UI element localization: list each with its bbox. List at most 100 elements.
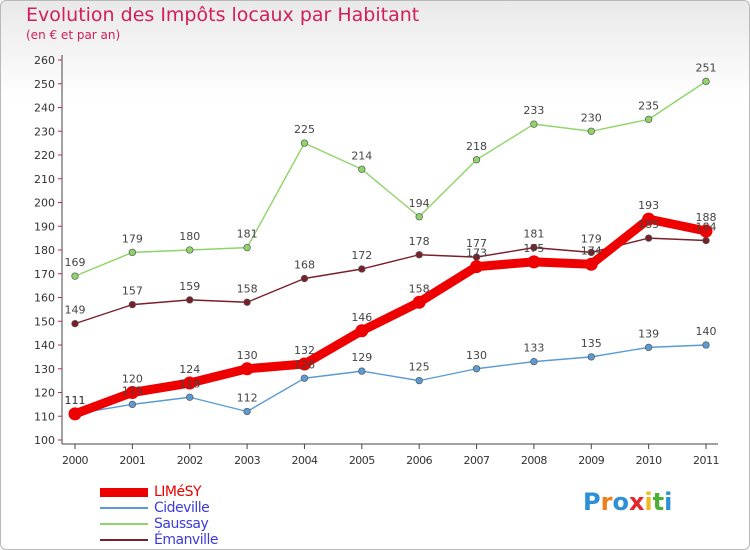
logo-letter: x xyxy=(628,488,645,516)
data-label: 132 xyxy=(294,344,315,357)
data-point xyxy=(128,300,137,309)
data-label: 159 xyxy=(179,280,200,293)
data-point xyxy=(300,274,309,283)
data-point xyxy=(300,374,309,382)
legend-label: LIMéSY xyxy=(154,484,202,500)
data-label: 146 xyxy=(351,311,372,324)
data-point xyxy=(702,236,710,245)
data-label: 139 xyxy=(638,327,659,340)
data-point xyxy=(358,265,366,273)
data-label: 181 xyxy=(237,228,258,241)
data-point xyxy=(530,243,538,252)
legend-label: Saussay xyxy=(154,516,209,532)
data-label: 111 xyxy=(65,394,86,407)
data-label: 194 xyxy=(409,197,430,210)
data-point xyxy=(128,400,137,409)
data-label: 174 xyxy=(581,244,602,257)
y-tick-label: 220 xyxy=(34,149,55,162)
data-point xyxy=(644,115,653,124)
data-point xyxy=(71,272,79,280)
data-label: 235 xyxy=(638,99,659,112)
legend-swatch xyxy=(100,507,148,509)
data-label: 157 xyxy=(122,285,143,298)
data-point xyxy=(702,77,710,86)
data-point xyxy=(186,393,194,401)
data-label: 188 xyxy=(696,211,717,224)
y-tick-label: 200 xyxy=(34,197,55,210)
data-label: 130 xyxy=(237,349,258,362)
y-tick-label: 250 xyxy=(34,78,55,91)
data-point xyxy=(355,324,369,338)
data-point xyxy=(587,248,595,257)
data-label: 173 xyxy=(466,247,487,260)
x-tick-label: 2005 xyxy=(349,454,375,467)
chart-title: Evolution des Impôts locaux par Habitant xyxy=(26,4,420,26)
data-label: 172 xyxy=(351,249,372,262)
data-point xyxy=(297,357,311,371)
data-label: 140 xyxy=(696,325,717,338)
data-point xyxy=(587,127,595,135)
y-tick-label: 140 xyxy=(34,339,55,352)
data-label: 135 xyxy=(581,337,602,350)
y-tick-label: 120 xyxy=(34,387,55,400)
data-point xyxy=(240,362,254,376)
data-point xyxy=(642,212,656,226)
series-line-limésy xyxy=(70,214,711,419)
data-label: 125 xyxy=(409,361,430,374)
x-tick-label: 2000 xyxy=(62,454,88,467)
data-point xyxy=(527,255,541,269)
logo-letter: r xyxy=(600,488,613,516)
x-tick-label: 2009 xyxy=(578,454,604,467)
legend-swatch xyxy=(100,523,148,525)
data-label: 218 xyxy=(466,140,487,153)
data-point xyxy=(358,165,366,173)
data-point xyxy=(243,407,251,416)
legend-swatch xyxy=(100,488,148,497)
logo-letter: P xyxy=(583,488,601,516)
y-tick-label: 230 xyxy=(34,125,55,138)
x-tick-label: 2007 xyxy=(464,454,490,467)
data-point xyxy=(699,224,713,238)
data-label: 129 xyxy=(351,351,372,364)
data-label: 126 xyxy=(294,358,315,371)
data-point xyxy=(243,298,251,306)
data-point xyxy=(470,260,484,274)
y-tick-label: 160 xyxy=(34,292,55,305)
data-label: 168 xyxy=(294,259,315,272)
data-label: 130 xyxy=(466,349,487,362)
data-label: 118 xyxy=(179,377,200,390)
data-label: 193 xyxy=(638,199,659,212)
data-point xyxy=(186,246,194,254)
data-label: 179 xyxy=(581,232,602,245)
x-tick-label: 2008 xyxy=(521,454,547,467)
data-point xyxy=(300,139,309,147)
x-tick-label: 2002 xyxy=(177,454,203,467)
data-label: 175 xyxy=(523,242,544,255)
data-label: 177 xyxy=(466,237,487,250)
x-tick-label: 2001 xyxy=(119,454,145,467)
data-point xyxy=(587,353,595,361)
data-label: 133 xyxy=(523,342,544,355)
data-label: 178 xyxy=(409,235,430,248)
data-label: 251 xyxy=(696,61,717,74)
data-label: 158 xyxy=(237,282,258,295)
legend-swatch xyxy=(100,539,148,541)
logo-letter: i xyxy=(644,488,653,516)
data-label: 180 xyxy=(179,230,200,243)
data-point xyxy=(584,257,598,271)
data-point xyxy=(530,357,538,366)
data-point xyxy=(644,234,653,242)
y-tick-label: 190 xyxy=(34,220,55,233)
data-label: 185 xyxy=(638,218,659,231)
legend-label: Cideville xyxy=(154,500,210,516)
x-tick-label: 2003 xyxy=(234,454,260,467)
data-label: 233 xyxy=(523,104,544,117)
y-tick-label: 210 xyxy=(34,173,55,186)
data-label: 111 xyxy=(65,394,86,407)
y-tick-label: 260 xyxy=(34,54,55,67)
data-label: 169 xyxy=(65,256,86,269)
logo-letter: o xyxy=(612,488,629,516)
logo-letter: t xyxy=(652,488,665,516)
